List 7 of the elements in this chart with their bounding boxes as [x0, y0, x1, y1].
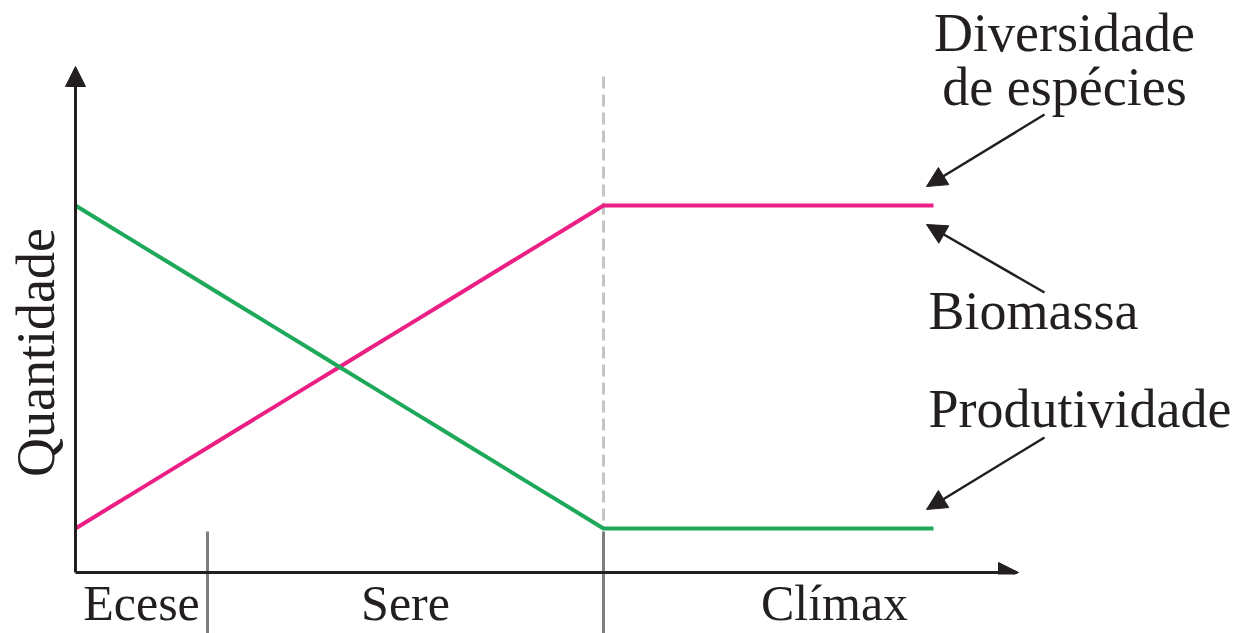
x-tick-label: Ecese [83, 574, 200, 631]
series-label: Produtividade [928, 379, 1232, 440]
annotation: Biomassa [928, 280, 1139, 341]
y-axis-title: Quantidade [5, 228, 66, 477]
x-tick-label: Sere [361, 574, 450, 631]
series-label: Diversidade de espécies [934, 2, 1195, 117]
x-tick-label: Clímax [760, 574, 909, 631]
